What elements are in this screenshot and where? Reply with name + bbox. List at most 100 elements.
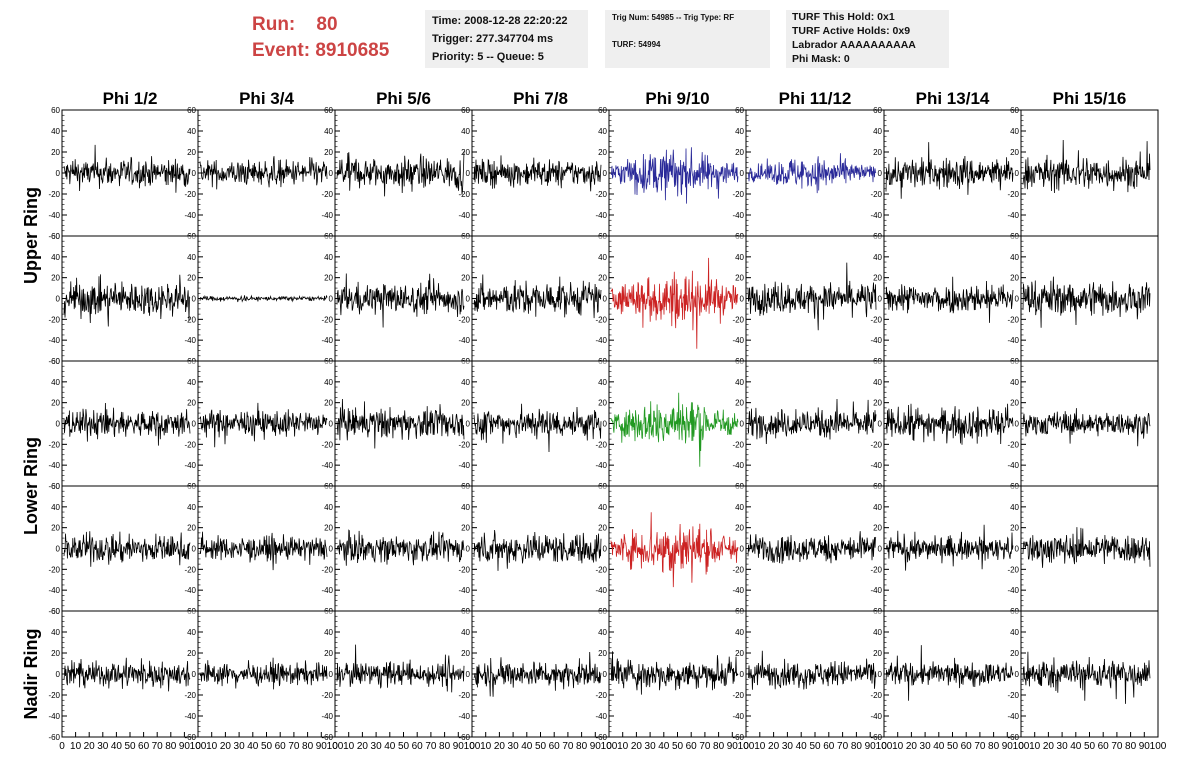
y-tick-label: -40 (1007, 586, 1019, 595)
y-tick-label: -40 (595, 211, 607, 220)
y-tick-label: 40 (598, 503, 607, 512)
y-tick-label: -40 (184, 336, 196, 345)
y-tick-label: 60 (735, 482, 744, 491)
y-tick-label: 20 (461, 148, 470, 157)
waveform-r3-c4 (473, 403, 602, 453)
y-tick-label: 20 (187, 148, 196, 157)
x-tick-label: 80 (576, 741, 588, 752)
x-tick-label: 80 (439, 741, 451, 752)
y-tick-label: 40 (187, 378, 196, 387)
x-tick-label: 50 (809, 741, 821, 752)
x-tick-label: 50 (261, 741, 273, 752)
y-tick-label: -20 (184, 440, 196, 449)
y-tick-label: -20 (870, 691, 882, 700)
x-tick-label: 70 (288, 741, 300, 752)
waveform-r1-c4 (473, 155, 602, 192)
y-tick-label: 60 (461, 232, 470, 241)
y-tick-label: 40 (1010, 378, 1019, 387)
y-tick-label: -20 (1007, 315, 1019, 324)
waveform-r5-c8 (1022, 651, 1151, 704)
y-tick-label: 0 (878, 169, 883, 178)
turf-active-line: TURF Active Holds: 0x9 (792, 25, 911, 37)
waveform-r4-c4 (473, 529, 602, 571)
y-tick-label: 20 (324, 274, 333, 283)
waveform-r1-c3 (336, 151, 465, 197)
x-tick-label: 80 (302, 741, 314, 752)
y-tick-label: 40 (735, 503, 744, 512)
y-tick-label: 0 (56, 420, 61, 429)
x-tick-label: 20 (1043, 741, 1055, 752)
y-tick-label: -20 (1007, 440, 1019, 449)
y-tick-label: -40 (48, 211, 60, 220)
y-tick-label: 0 (329, 545, 334, 554)
y-tick-label: 0 (192, 545, 197, 554)
y-tick-label: -20 (184, 691, 196, 700)
y-tick-label: 60 (1010, 106, 1019, 115)
y-tick-label: 60 (735, 357, 744, 366)
y-tick-label: 20 (735, 148, 744, 157)
y-tick-label: 0 (878, 420, 883, 429)
y-tick-label: 60 (735, 232, 744, 241)
column-header-1: Phi 1/2 (103, 89, 158, 108)
waveform-r5-c2 (199, 657, 328, 690)
y-tick-label: -20 (870, 565, 882, 574)
y-tick-label: -40 (321, 712, 333, 721)
y-tick-label: -40 (48, 336, 60, 345)
y-tick-label: -20 (732, 190, 744, 199)
y-tick-label: 40 (598, 127, 607, 136)
x-tick-label: 10 (343, 741, 355, 752)
x-tick-label: 50 (535, 741, 547, 752)
y-tick-label: -60 (48, 733, 60, 742)
waveform-r2-c1 (63, 274, 191, 327)
x-tick-label: 60 (686, 741, 698, 752)
y-tick-label: -40 (48, 586, 60, 595)
x-tick-label: 0 (881, 741, 887, 752)
y-tick-label: -20 (184, 190, 196, 199)
x-tick-label: 20 (768, 741, 780, 752)
x-tick-label: 10 (206, 741, 218, 752)
x-tick-label: 70 (425, 741, 437, 752)
panel-frame-r5-c1 (61, 610, 199, 738)
y-tick-label: 20 (51, 399, 60, 408)
y-tick-label: -40 (48, 461, 60, 470)
y-tick-label: 40 (324, 378, 333, 387)
y-tick-label: -60 (1007, 733, 1019, 742)
y-tick-label: 40 (873, 378, 882, 387)
y-tick-label: 40 (735, 378, 744, 387)
y-tick-label: 60 (1010, 482, 1019, 491)
y-tick-label: -40 (458, 461, 470, 470)
y-tick-label: 0 (1015, 420, 1020, 429)
y-tick-label: 0 (603, 420, 608, 429)
y-tick-label: 20 (735, 399, 744, 408)
y-tick-label: -40 (321, 461, 333, 470)
y-tick-label: 60 (598, 106, 607, 115)
x-tick-label: 100 (1150, 741, 1167, 752)
y-tick-label: 20 (324, 399, 333, 408)
y-tick-label: -40 (458, 336, 470, 345)
y-tick-label: -60 (48, 607, 60, 616)
x-tick-label: 80 (988, 741, 1000, 752)
x-tick-label: 90 (590, 741, 602, 752)
y-tick-label: -40 (184, 461, 196, 470)
waveform-r5-c5 (610, 651, 739, 695)
y-tick-label: -40 (458, 712, 470, 721)
waveform-r1-c7 (885, 142, 1014, 199)
waveform-r3-c1 (63, 402, 191, 446)
y-tick-label: 60 (598, 357, 607, 366)
y-tick-label: 0 (466, 670, 471, 679)
y-tick-label: -40 (184, 211, 196, 220)
y-tick-label: -40 (732, 461, 744, 470)
y-tick-label: 60 (598, 607, 607, 616)
y-tick-label: 60 (598, 232, 607, 241)
x-tick-label: 100 (327, 741, 344, 752)
y-tick-label: 0 (740, 545, 745, 554)
y-tick-label: 60 (735, 607, 744, 616)
column-header-8: Phi 15/16 (1053, 89, 1127, 108)
waveform-r4-c1 (63, 531, 191, 567)
x-tick-label: 70 (152, 741, 164, 752)
y-tick-label: 40 (735, 253, 744, 262)
y-tick-label: 0 (466, 169, 471, 178)
y-tick-label: 40 (873, 127, 882, 136)
y-tick-label: 20 (51, 524, 60, 533)
waveform-r2-c2 (199, 294, 328, 303)
